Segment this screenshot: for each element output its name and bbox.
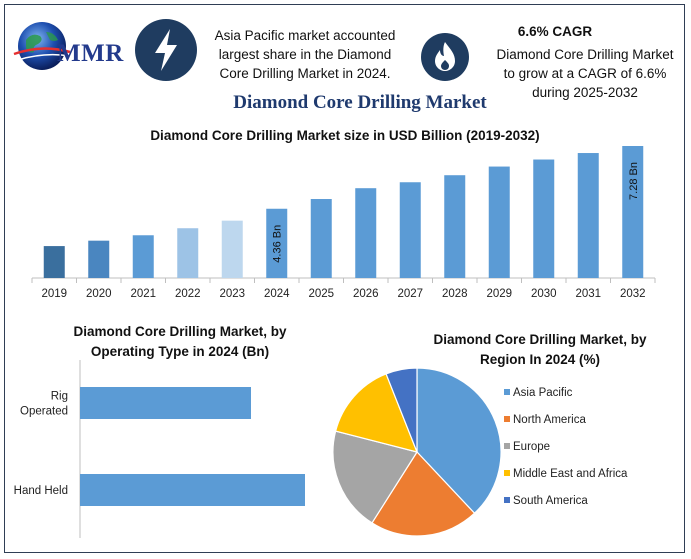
globe-icon	[13, 22, 71, 70]
bar-rig-operated	[80, 387, 251, 419]
x-tick-label-2030: 2030	[531, 288, 557, 300]
x-tick-label-2024: 2024	[264, 288, 290, 300]
operating-type-chart-title: Diamond Core Drilling Market, by Operati…	[50, 322, 310, 362]
pie-slice-middle-east-and-africa	[334, 373, 418, 453]
x-tick-label-2026: 2026	[353, 288, 379, 300]
operating-type-bar-chart: Rig Operated Hand Held	[14, 360, 305, 538]
pie-slice-south-america	[385, 367, 418, 453]
bar-2021	[132, 235, 154, 278]
x-tick-label-2025: 2025	[308, 288, 334, 300]
bar-2030	[533, 159, 555, 278]
bar-2031	[577, 153, 599, 278]
bar-2022	[177, 228, 199, 278]
region-title-line-1: Diamond Core Drilling Market, by	[433, 332, 647, 347]
x-tick-label-2019: 2019	[41, 288, 67, 300]
bar-2025	[310, 199, 332, 278]
operating-title-line-2: Operating Type in 2024 (Bn)	[90, 344, 270, 359]
bar-2029	[488, 166, 510, 278]
infographic-frame	[4, 4, 685, 553]
legend-swatch-asia-pacific	[504, 389, 510, 395]
info-right-line-2: to grow at a CAGR of 6.6%	[503, 66, 667, 81]
x-tick-label-2020: 2020	[86, 288, 112, 300]
info-left-line-1: Asia Pacific market accounted	[214, 28, 396, 43]
legend-swatch-south-america	[504, 497, 510, 503]
x-tick-label-2029: 2029	[486, 288, 512, 300]
market-size-bar-chart: 2019 2020 2021 2022 2023 2024 2025 2026 2027 2028…	[31, 146, 656, 300]
brand-logo: MMR	[12, 14, 130, 74]
bar-2020	[88, 240, 110, 278]
pie-slice-asia-pacific	[416, 367, 502, 515]
x-tick-label-2031: 2031	[575, 288, 601, 300]
info-left-line-3: Core Drilling Market in 2024.	[219, 66, 391, 81]
x-tick-label-2023: 2023	[219, 288, 245, 300]
data-label-2032: 7.28 Bn	[628, 162, 640, 200]
category-label-rig-operated: Operated	[20, 406, 68, 418]
legend-label-middle-east-and-africa: Middle East and Africa	[513, 468, 628, 480]
region-chart-title: Diamond Core Drilling Market, by Region …	[415, 330, 665, 370]
bar-2023	[221, 220, 243, 278]
pie-slice-north-america	[371, 451, 476, 537]
category-label-hand-held: Hand Held	[14, 485, 68, 497]
category-label-rig-operated: Rig	[51, 391, 68, 403]
x-tick-label-2021: 2021	[130, 288, 156, 300]
region-title-line-2: Region In 2024 (%)	[479, 352, 601, 367]
region-pie-chart: Asia Pacific North America Europe Middle Ea…	[332, 367, 628, 537]
info-text-cagr: Diamond Core Drilling Market to grow at …	[482, 45, 688, 102]
legend-swatch-europe	[504, 443, 510, 449]
data-label-2024: 4.36 Bn	[272, 225, 284, 263]
x-tick-label-2032: 2032	[620, 288, 646, 300]
info-right-line-3: during 2025-2032	[532, 85, 638, 100]
lightning-bolt-icon	[135, 19, 197, 81]
legend-label-europe: Europe	[513, 441, 550, 453]
bar-2026	[355, 188, 377, 278]
pie-slice-europe	[332, 430, 418, 524]
page-title: Diamond Core Drilling Market	[233, 92, 487, 113]
legend-swatch-middle-east-and-africa	[504, 470, 510, 476]
x-tick-label-2028: 2028	[442, 288, 468, 300]
legend-label-south-america: South America	[513, 495, 588, 507]
cagr-heading: 6.6% CAGR	[517, 24, 593, 39]
operating-title-line-1: Diamond Core Drilling Market, by	[73, 324, 287, 339]
x-tick-label-2022: 2022	[175, 288, 201, 300]
info-right-line-1: Diamond Core Drilling Market	[496, 47, 674, 62]
bar-2032	[622, 146, 644, 278]
bar-2028	[444, 175, 466, 278]
bar-2027	[399, 182, 421, 278]
legend-swatch-north-america	[504, 416, 510, 422]
bar-hand-held	[80, 474, 305, 506]
market-size-chart-title: Diamond Core Drilling Market size in USD…	[150, 128, 540, 143]
info-text-asia-pacific: Asia Pacific market accounted largest sh…	[205, 26, 405, 83]
legend-label-asia-pacific: Asia Pacific	[513, 387, 573, 399]
bar-2024	[266, 208, 288, 278]
x-tick-label-2027: 2027	[397, 288, 423, 300]
flame-icon	[421, 33, 469, 81]
info-left-line-2: largest share in the Diamond	[218, 47, 392, 62]
legend-label-north-america: North America	[513, 414, 586, 426]
logo-text: MMR	[57, 40, 124, 67]
bar-2019	[43, 246, 65, 278]
